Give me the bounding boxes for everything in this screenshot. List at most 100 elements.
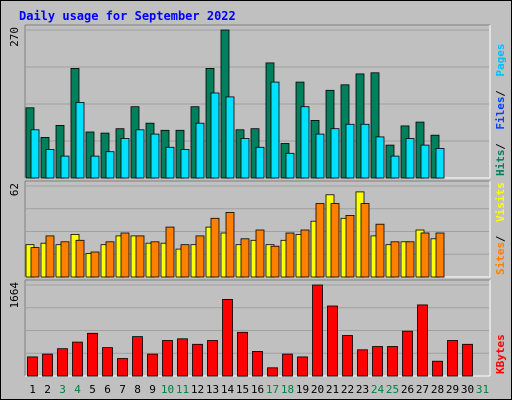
x-tick-label-18: 18 <box>281 383 294 396</box>
bar-kbytes-day-22 <box>342 335 353 377</box>
bar-files-day-13 <box>210 92 220 179</box>
bar-files-day-2 <box>45 149 55 179</box>
x-tick-label-28: 28 <box>431 383 444 396</box>
x-tick-label-9: 9 <box>149 383 156 396</box>
bar-hits-day-5 <box>85 131 95 179</box>
bar-files-day-7 <box>120 138 130 179</box>
bar-kbytes-day-18 <box>282 353 293 377</box>
bar-files-day-8 <box>135 129 145 179</box>
x-tick-label-8: 8 <box>134 383 141 396</box>
bar-files-day-14 <box>225 96 235 179</box>
x-tick-label-17: 17 <box>266 383 279 396</box>
bar-kbytes-day-20 <box>312 284 323 377</box>
chart-panels: 270 Hits / Files / Pages 62 Sites / Visits 1… <box>8 24 507 377</box>
bar-kbytes-day-27 <box>417 304 428 377</box>
x-tick-label-19: 19 <box>296 383 309 396</box>
bar-sites-day-25 <box>390 241 400 278</box>
y-max-label: 1664 <box>8 282 21 309</box>
legend-pages: Pages <box>494 43 507 76</box>
bar-sites-day-6 <box>105 241 115 278</box>
bar-kbytes-day-12 <box>192 343 203 377</box>
bar-sites-day-5 <box>90 251 100 278</box>
bar-files-day-11 <box>180 149 190 179</box>
x-tick-label-26: 26 <box>401 383 414 396</box>
bar-kbytes-day-2 <box>42 353 53 377</box>
bar-files-day-6 <box>105 151 115 179</box>
panel-visits: 62 Sites / Visits <box>8 180 507 278</box>
legend-visits: Visits <box>494 182 507 222</box>
bar-files-day-27 <box>420 144 430 179</box>
x-tick-label-2: 2 <box>44 383 51 396</box>
bar-files-day-18 <box>285 152 295 179</box>
bar-files-day-19 <box>300 106 310 179</box>
bar-sites-day-3 <box>60 241 70 278</box>
bar-kbytes-day-1 <box>27 356 38 377</box>
bar-sites-day-19 <box>300 229 310 278</box>
bar-sites-day-24 <box>375 223 385 278</box>
bar-files-day-1 <box>30 129 40 179</box>
bar-sites-day-16 <box>255 229 265 278</box>
bar-sites-day-22 <box>345 214 355 278</box>
bar-sites-day-15 <box>240 238 250 278</box>
bar-kbytes-day-15 <box>237 331 248 377</box>
x-tick-label-22: 22 <box>341 383 354 396</box>
bar-files-day-22 <box>345 123 355 179</box>
legend-kbytes: KBytes <box>494 334 507 374</box>
x-tick-label-16: 16 <box>251 383 264 396</box>
x-tick-label-15: 15 <box>236 383 249 396</box>
bar-sites-day-18 <box>285 232 295 278</box>
bar-files-day-15 <box>240 138 250 179</box>
bar-kbytes-day-28 <box>432 360 443 377</box>
bar-files-day-23 <box>360 123 370 179</box>
x-tick-label-27: 27 <box>416 383 429 396</box>
x-tick-label-6: 6 <box>104 383 111 396</box>
bar-files-day-28 <box>435 147 445 179</box>
y-max-label: 62 <box>8 183 21 196</box>
x-tick-label-11: 11 <box>176 383 189 396</box>
legend-sites: Sites <box>494 242 507 275</box>
bar-sites-day-28 <box>435 232 445 278</box>
bar-kbytes-day-29 <box>447 340 458 377</box>
bar-sites-day-23 <box>360 203 370 278</box>
x-tick-label-23: 23 <box>356 383 369 396</box>
bar-kbytes-day-10 <box>162 340 173 377</box>
bar-sites-day-21 <box>330 203 340 278</box>
bar-sites-day-13 <box>210 217 220 278</box>
x-tick-label-7: 7 <box>119 383 126 396</box>
bar-files-day-20 <box>315 133 325 179</box>
bar-kbytes-day-13 <box>207 340 218 377</box>
bar-sites-day-9 <box>150 241 160 278</box>
bar-sites-day-20 <box>315 203 325 278</box>
legend-separator: / <box>494 90 507 97</box>
legend-separator: / <box>494 143 507 150</box>
bar-sites-day-14 <box>225 211 235 278</box>
x-tick-label-29: 29 <box>446 383 459 396</box>
panel-hits: 270 Hits / Files / Pages <box>8 24 507 179</box>
bar-files-day-16 <box>255 146 265 179</box>
x-tick-label-13: 13 <box>206 383 219 396</box>
bar-sites-day-2 <box>45 235 55 278</box>
bar-kbytes-day-11 <box>177 338 188 377</box>
bar-kbytes-day-24 <box>372 346 383 377</box>
bar-sites-day-10 <box>165 226 175 278</box>
x-tick-label-21: 21 <box>326 383 339 396</box>
legend-separator: / <box>494 235 507 242</box>
bar-kbytes-day-3 <box>57 348 68 377</box>
bar-kbytes-day-5 <box>87 332 98 377</box>
x-tick-label-5: 5 <box>89 383 96 396</box>
bar-sites-day-1 <box>30 247 40 278</box>
x-tick-label-20: 20 <box>311 383 324 396</box>
bar-files-day-21 <box>330 128 340 179</box>
x-tick-label-24: 24 <box>371 383 385 396</box>
bar-files-day-26 <box>405 138 415 179</box>
bar-sites-day-4 <box>75 239 85 278</box>
bar-files-day-5 <box>90 155 100 179</box>
bar-files-day-17 <box>270 81 280 179</box>
bar-kbytes-day-16 <box>252 350 263 377</box>
bar-kbytes-day-6 <box>102 347 113 377</box>
bar-sites-day-11 <box>180 244 190 278</box>
bar-hits-day-24 <box>370 72 380 179</box>
bar-files-day-12 <box>195 122 205 179</box>
legend-hits: Hits <box>494 150 507 177</box>
